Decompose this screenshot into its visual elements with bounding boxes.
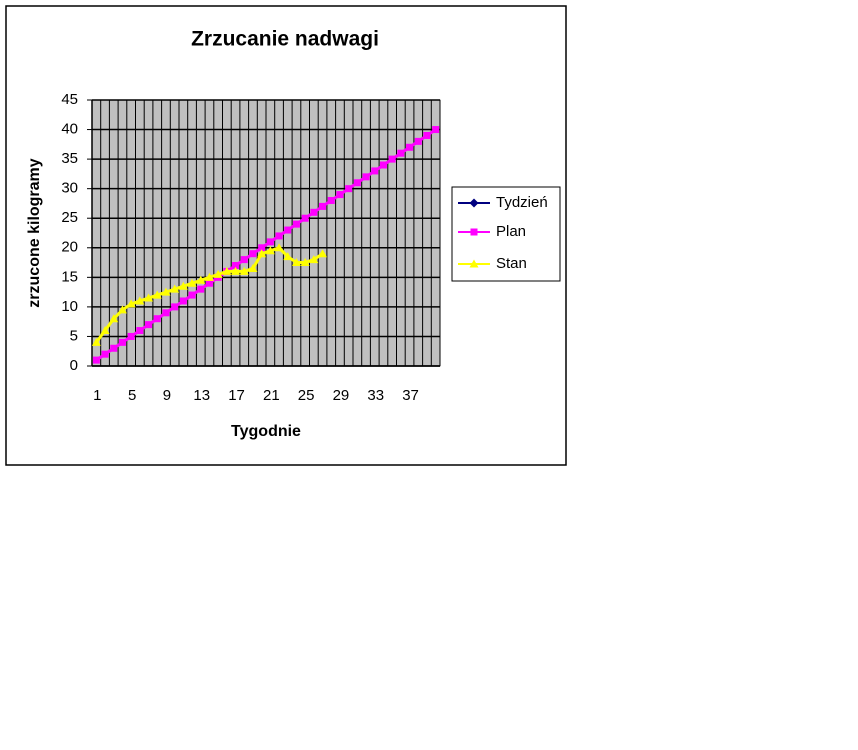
legend-label: Stan — [496, 255, 527, 272]
legend-label: Plan — [496, 223, 526, 240]
series-marker — [91, 337, 101, 346]
series-marker — [423, 131, 431, 139]
series-marker — [266, 238, 274, 246]
x-tick-label: 9 — [163, 387, 171, 404]
series-marker — [371, 167, 379, 175]
x-tick-label: 25 — [298, 387, 315, 404]
y-tick-label: 5 — [70, 327, 78, 344]
y-tick-label: 10 — [61, 298, 78, 315]
legend-swatch-marker — [469, 198, 479, 208]
series-marker — [161, 287, 171, 296]
series-marker — [213, 269, 223, 278]
series-marker — [101, 350, 109, 358]
series-marker — [318, 249, 328, 258]
series-marker — [406, 143, 414, 151]
series-marker — [126, 299, 136, 308]
series-marker — [136, 327, 144, 335]
y-tick-label: 0 — [70, 357, 78, 374]
y-tick-label: 20 — [61, 239, 78, 256]
series-marker — [353, 179, 361, 187]
series-marker — [170, 284, 180, 293]
x-tick-label: 5 — [128, 387, 136, 404]
series-marker — [179, 297, 187, 305]
legend-swatch-marker — [470, 228, 478, 236]
x-axis-title: Tygodnie — [231, 423, 301, 440]
series-marker — [248, 263, 258, 272]
series-marker — [388, 155, 396, 163]
series-marker — [414, 137, 422, 145]
x-tick-label: 33 — [367, 387, 384, 404]
series-marker — [300, 258, 310, 267]
series-marker — [205, 279, 213, 287]
series-marker — [239, 266, 249, 275]
series-marker — [309, 255, 319, 264]
series-marker — [345, 185, 353, 193]
x-tick-label: 29 — [333, 387, 350, 404]
x-tick-label: 17 — [228, 387, 245, 404]
series-marker — [197, 285, 205, 293]
y-tick-label: 35 — [61, 150, 78, 167]
series-marker — [145, 321, 153, 329]
series-marker — [257, 249, 267, 258]
series-marker — [204, 272, 214, 281]
series-marker — [222, 266, 232, 275]
series-marker — [171, 303, 179, 311]
legend-swatch-marker — [469, 259, 479, 268]
series-marker — [319, 202, 327, 210]
y-tick-label: 45 — [61, 91, 78, 108]
series-marker — [301, 214, 309, 222]
legend-label: Tydzień — [496, 194, 548, 211]
series-marker — [275, 232, 283, 240]
series-marker — [153, 315, 161, 323]
x-tick-label: 13 — [193, 387, 210, 404]
series-marker — [274, 243, 284, 252]
chart-title: Zrzucanie nadwagi — [191, 28, 379, 51]
series-marker — [109, 314, 119, 323]
series-marker — [292, 220, 300, 228]
series-marker — [327, 196, 335, 204]
x-tick-label: 37 — [402, 387, 419, 404]
series-line — [95, 128, 437, 362]
y-tick-label: 40 — [61, 121, 78, 138]
y-tick-label: 30 — [61, 180, 78, 197]
series-marker — [110, 344, 118, 352]
series-marker — [196, 275, 206, 284]
series-marker — [249, 250, 257, 258]
series-marker — [178, 281, 188, 290]
series-marker — [152, 290, 162, 299]
series-marker — [362, 173, 370, 181]
series-marker — [231, 266, 241, 275]
series-marker — [336, 191, 344, 199]
y-tick-label: 25 — [61, 209, 78, 226]
series-marker — [127, 332, 135, 340]
x-tick-label: 21 — [263, 387, 280, 404]
series-marker — [265, 246, 275, 255]
series-marker — [258, 244, 266, 252]
series-marker — [187, 278, 197, 287]
series-marker — [240, 256, 248, 264]
series-marker — [284, 226, 292, 234]
series-marker — [232, 262, 240, 270]
y-tick-label: 15 — [61, 268, 78, 285]
y-axis-title: zrzucone kilogramy — [26, 158, 43, 307]
series-marker — [144, 293, 154, 302]
x-tick-label: 1 — [93, 387, 101, 404]
series-marker — [92, 356, 100, 364]
series-marker — [291, 258, 301, 267]
series-marker — [117, 305, 127, 314]
series-marker — [118, 338, 126, 346]
series-marker — [397, 149, 405, 157]
series-marker — [188, 291, 196, 299]
series-marker — [432, 126, 440, 134]
series-marker — [162, 309, 170, 317]
series-marker — [310, 208, 318, 216]
series-marker — [283, 252, 293, 261]
series-marker — [100, 326, 110, 335]
series-marker — [379, 161, 387, 169]
series-marker — [135, 296, 145, 305]
